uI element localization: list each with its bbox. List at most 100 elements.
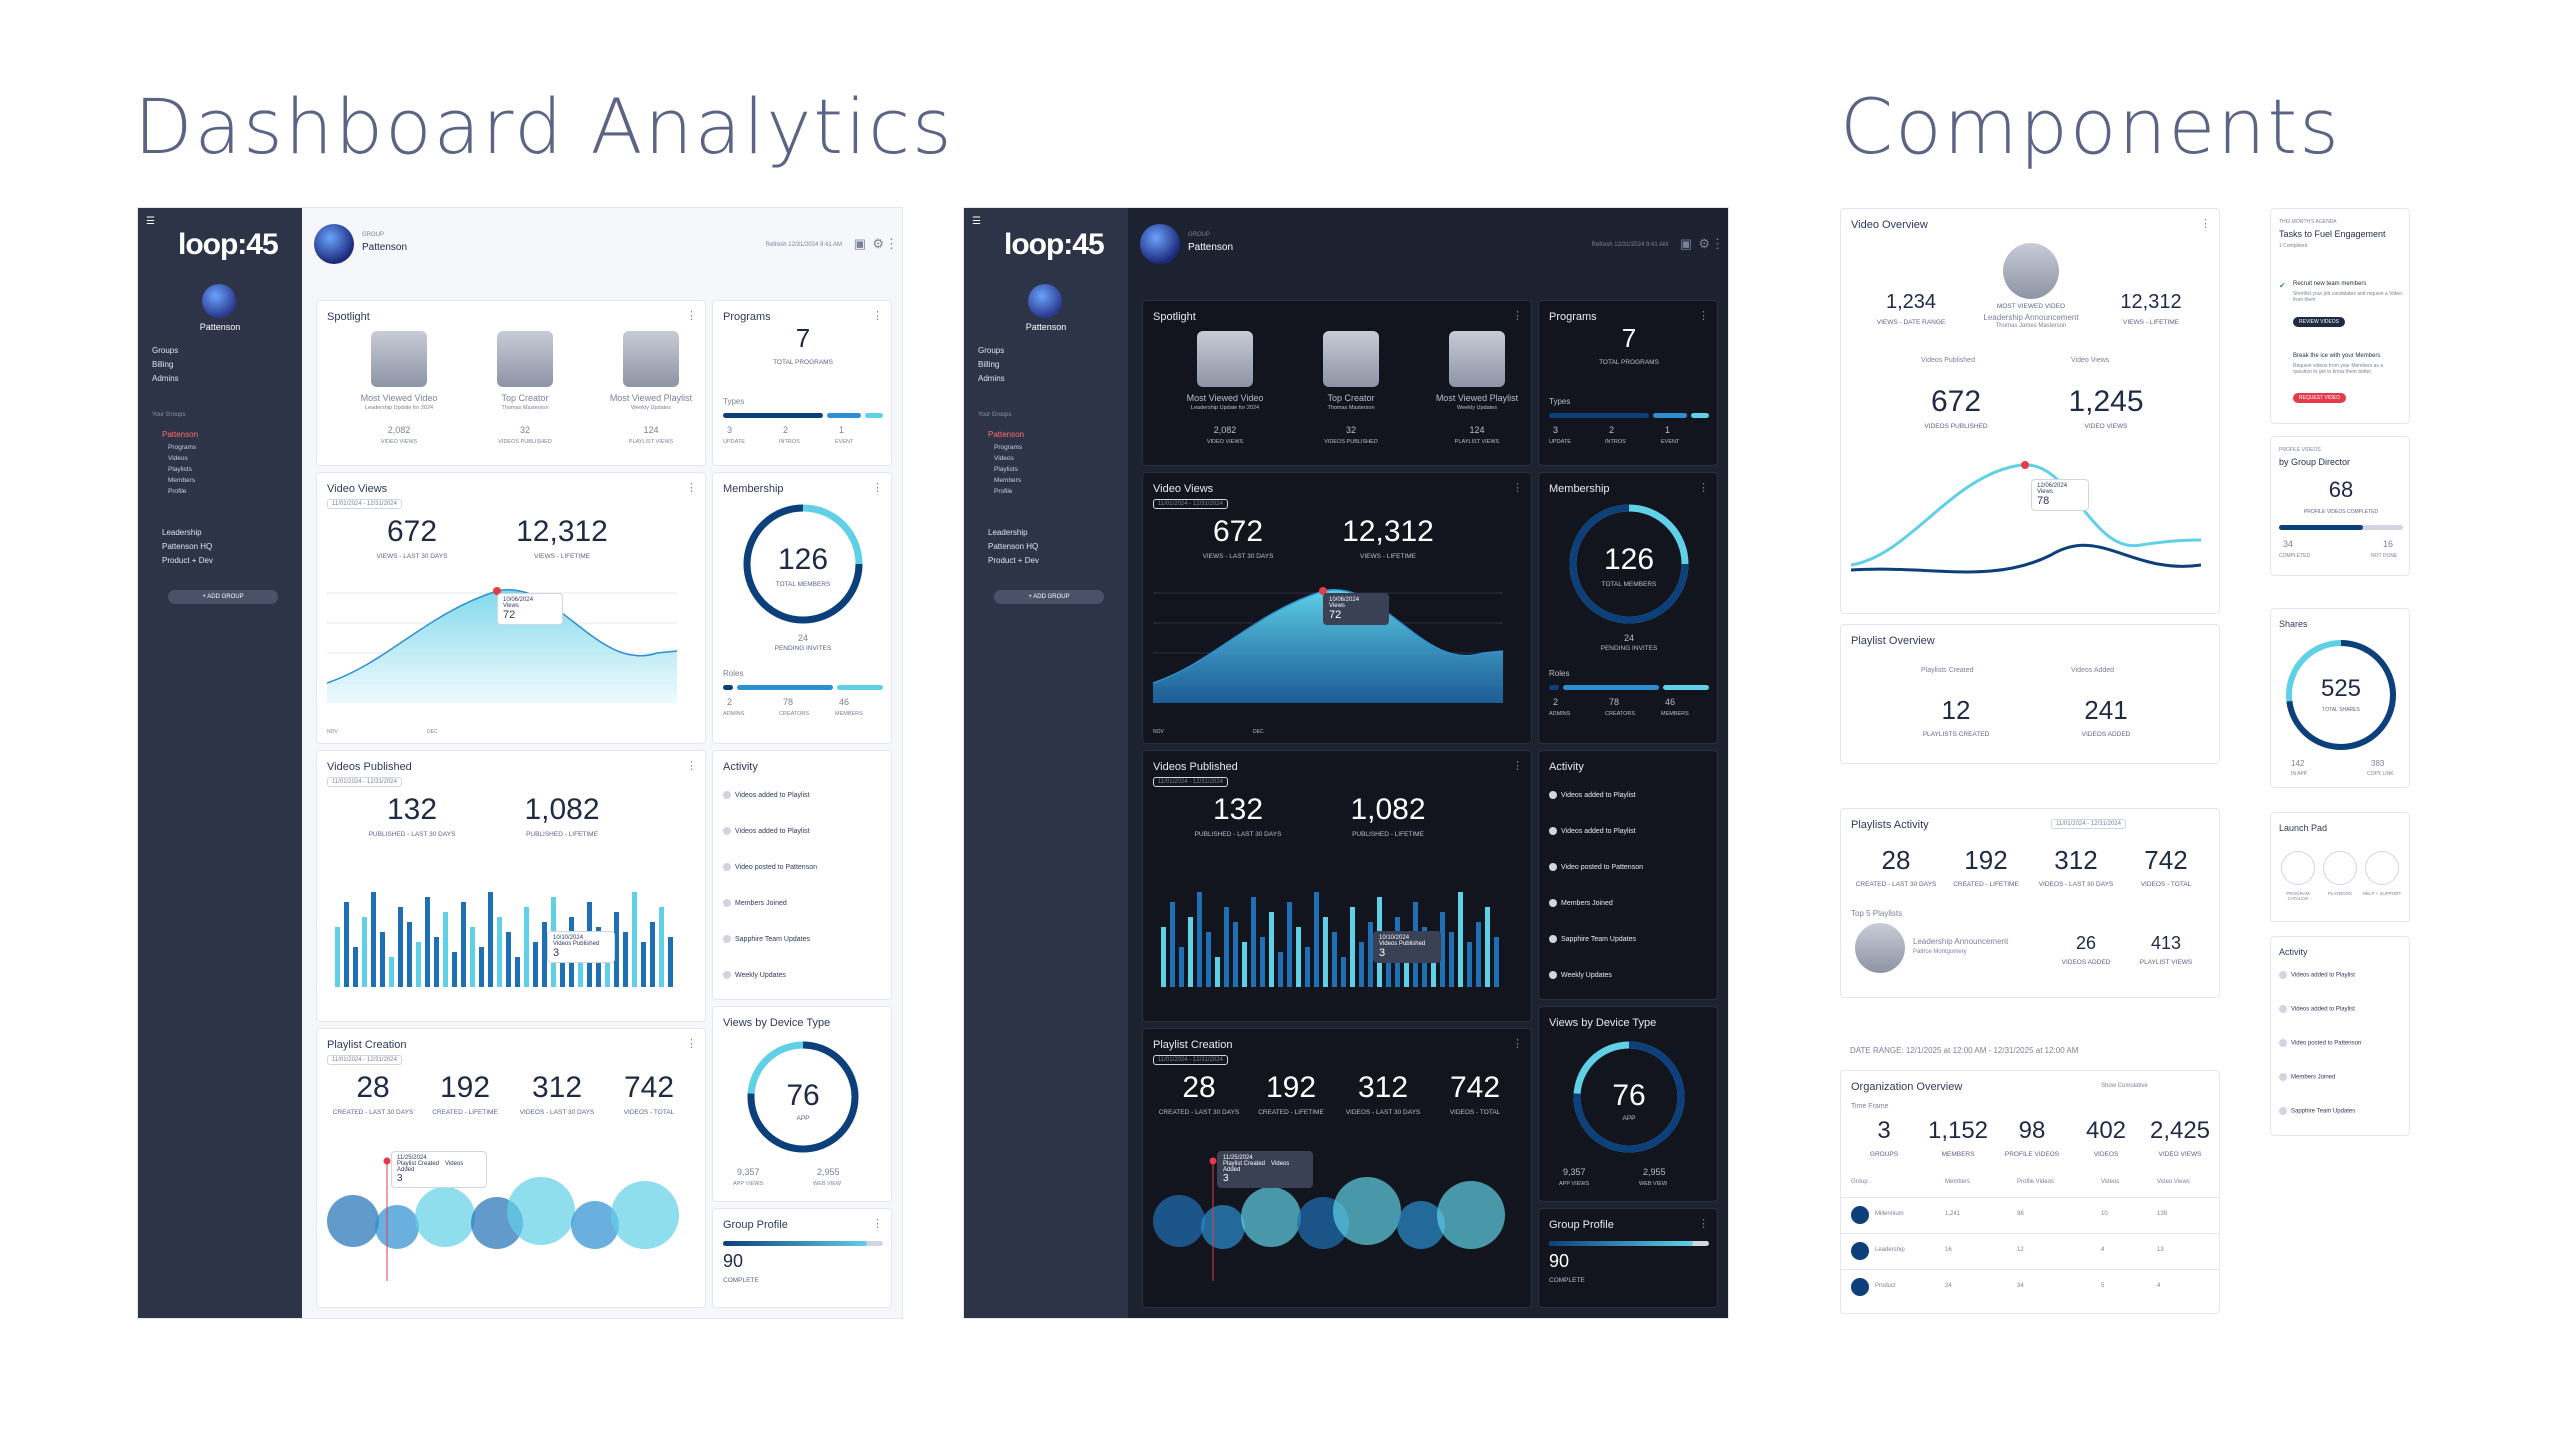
- sidebar-nav-billing[interactable]: Billing: [978, 360, 1000, 369]
- activity-item[interactable]: Members Joined: [1549, 899, 1613, 907]
- launch-pad-label[interactable]: PROGRAM CATALOG: [2286, 891, 2310, 901]
- sidebar-sub-programs[interactable]: Programs: [168, 444, 197, 451]
- launch-pad-label[interactable]: HELP + SUPPORT: [2362, 891, 2402, 896]
- spotlight-photo[interactable]: [1197, 331, 1253, 387]
- card-title[interactable]: Playlist Creation: [327, 1039, 407, 1051]
- activity-item[interactable]: Videos added to Playlist: [1549, 827, 1636, 835]
- menu-icon[interactable]: ☰: [146, 216, 155, 227]
- date-range-picker[interactable]: 11/01/2024 - 12/31/2024: [327, 1055, 402, 1065]
- review-videos-button[interactable]: REVIEW VIDEOS: [2293, 317, 2346, 327]
- more-icon[interactable]: ⋮: [1512, 482, 1523, 494]
- sidebar-nav-admins[interactable]: Admins: [152, 374, 179, 383]
- sidebar-sub-videos[interactable]: Videos: [994, 455, 1014, 462]
- legend-item[interactable]: Playlists Created: [1921, 667, 1974, 674]
- legend-item[interactable]: Video Views: [2071, 357, 2110, 364]
- legend-item[interactable]: Videos Added: [2071, 667, 2115, 674]
- more-icon[interactable]: ⋮: [2200, 218, 2211, 230]
- sidebar-group-item[interactable]: Pattenson HQ: [162, 542, 213, 551]
- more-icon[interactable]: ⋮: [686, 760, 697, 772]
- card-title[interactable]: Video Views: [327, 483, 388, 495]
- sidebar-sub-members[interactable]: Members: [168, 477, 196, 484]
- calendar-icon[interactable]: ▣: [853, 236, 866, 251]
- card-title[interactable]: Videos Published: [327, 761, 412, 773]
- spotlight-photo[interactable]: [1449, 331, 1505, 387]
- more-icon[interactable]: ⋮: [1512, 310, 1523, 322]
- date-range-picker[interactable]: 11/01/2024 - 12/31/2024: [1153, 499, 1228, 509]
- date-range-text[interactable]: DATE RANGE: 12/1/2025 at 12:00 AM - 12/3…: [1850, 1046, 2079, 1055]
- spotlight-photo[interactable]: [1323, 331, 1379, 387]
- sidebar-group-item[interactable]: Product + Dev: [988, 556, 1039, 565]
- gear-icon[interactable]: ⚙: [872, 236, 884, 251]
- refresh-text[interactable]: Refresh 12/31/2024 9:41 AM: [765, 242, 842, 248]
- table-row[interactable]: Millennium 1,241 98 10 139: [1841, 1197, 2219, 1231]
- calendar-icon[interactable]: ▣: [1679, 236, 1692, 251]
- more-icon[interactable]: ⋮: [872, 1218, 883, 1230]
- activity-item[interactable]: Sapphire Team Updates: [723, 935, 810, 943]
- launch-pad-icon[interactable]: [2281, 851, 2315, 885]
- sidebar-sub-profile[interactable]: Profile: [994, 488, 1013, 495]
- card-title[interactable]: Membership: [723, 483, 784, 495]
- activity-item[interactable]: Members Joined: [723, 899, 787, 907]
- more-icon[interactable]: ⋮: [885, 236, 898, 251]
- more-icon[interactable]: ⋮: [1698, 1218, 1709, 1230]
- date-range-picker[interactable]: 11/01/2024 - 12/31/2024: [327, 499, 402, 509]
- card-title[interactable]: Video Overview: [1851, 219, 1928, 231]
- most-viewed-photo[interactable]: [2003, 243, 2059, 299]
- sidebar-nav-admins[interactable]: Admins: [978, 374, 1005, 383]
- card-title[interactable]: Playlist Creation: [1153, 1039, 1233, 1051]
- card-title[interactable]: Membership: [1549, 483, 1610, 495]
- activity-item[interactable]: Videos added to Playlist: [1549, 791, 1636, 799]
- spotlight-photo[interactable]: [623, 331, 679, 387]
- spotlight-photo[interactable]: [371, 331, 427, 387]
- request-video-button[interactable]: REQUEST VIDEO: [2293, 393, 2347, 403]
- refresh-text[interactable]: Refresh 12/31/2024 9:41 AM: [1591, 242, 1668, 248]
- more-icon[interactable]: ⋮: [1698, 310, 1709, 322]
- date-range-picker[interactable]: 11/01/2024 - 12/31/2024: [327, 777, 402, 787]
- sidebar-nav-groups[interactable]: Groups: [978, 346, 1005, 355]
- top-playlist-photo[interactable]: [1855, 923, 1905, 973]
- activity-item[interactable]: Videos added to Playlist: [723, 827, 810, 835]
- sidebar-group-item[interactable]: Product + Dev: [162, 556, 213, 565]
- table-row[interactable]: Product 24 34 5 4: [1841, 1269, 2219, 1303]
- card-title[interactable]: Playlists Activity: [1851, 819, 1929, 831]
- sidebar-sub-programs[interactable]: Programs: [994, 444, 1023, 451]
- more-icon[interactable]: ⋮: [686, 310, 697, 322]
- sidebar-nav-billing[interactable]: Billing: [152, 360, 174, 369]
- sidebar-sub-playlists[interactable]: Playlists: [994, 466, 1018, 473]
- sidebar-nav-groups[interactable]: Groups: [152, 346, 179, 355]
- more-icon[interactable]: ⋮: [686, 1038, 697, 1050]
- card-title[interactable]: Videos Published: [1153, 761, 1238, 773]
- spotlight-photo[interactable]: [497, 331, 553, 387]
- date-range-picker[interactable]: 11/01/2024 - 12/31/2024: [1153, 777, 1228, 787]
- launch-pad-icon[interactable]: [2365, 851, 2399, 885]
- activity-item[interactable]: Videos added to Playlist: [2279, 1005, 2355, 1013]
- card-title[interactable]: Video Views: [1153, 483, 1214, 495]
- card-title[interactable]: Programs: [1549, 311, 1597, 323]
- menu-icon[interactable]: ☰: [972, 216, 981, 227]
- more-icon[interactable]: ⋮: [1512, 1038, 1523, 1050]
- more-icon[interactable]: ⋮: [1698, 482, 1709, 494]
- activity-item[interactable]: Video posted to Pattenson: [723, 863, 817, 871]
- activity-item[interactable]: Video posted to Pattenson: [2279, 1039, 2361, 1047]
- activity-item[interactable]: Members Joined: [2279, 1073, 2335, 1081]
- date-range-picker[interactable]: 11/01/2024 - 12/31/2024: [2051, 819, 2126, 829]
- card-title[interactable]: Playlist Overview: [1851, 635, 1935, 647]
- activity-item[interactable]: Weekly Updates: [723, 971, 786, 979]
- owner-avatar[interactable]: [1028, 284, 1062, 318]
- sidebar-group-active[interactable]: Pattenson: [988, 430, 1025, 439]
- sidebar-sub-profile[interactable]: Profile: [168, 488, 187, 495]
- activity-item[interactable]: Videos added to Playlist: [723, 791, 810, 799]
- legend-item[interactable]: Videos Published: [1921, 357, 1975, 364]
- add-group-button[interactable]: + ADD GROUP: [994, 590, 1104, 604]
- sidebar-sub-members[interactable]: Members: [994, 477, 1022, 484]
- sidebar-sub-playlists[interactable]: Playlists: [168, 466, 192, 473]
- activity-item[interactable]: Sapphire Team Updates: [2279, 1107, 2355, 1115]
- table-row[interactable]: Leadership 16 12 4 13: [1841, 1233, 2219, 1267]
- sidebar-group-active[interactable]: Pattenson: [162, 430, 199, 439]
- more-icon[interactable]: ⋮: [872, 310, 883, 322]
- cumulative-toggle[interactable]: Show Cumulative: [2101, 1083, 2148, 1089]
- activity-item[interactable]: Video posted to Pattenson: [1549, 863, 1643, 871]
- add-group-button[interactable]: + ADD GROUP: [168, 590, 278, 604]
- activity-item[interactable]: Weekly Updates: [1549, 971, 1612, 979]
- launch-pad-label[interactable]: PLAYBOOK: [2327, 891, 2353, 896]
